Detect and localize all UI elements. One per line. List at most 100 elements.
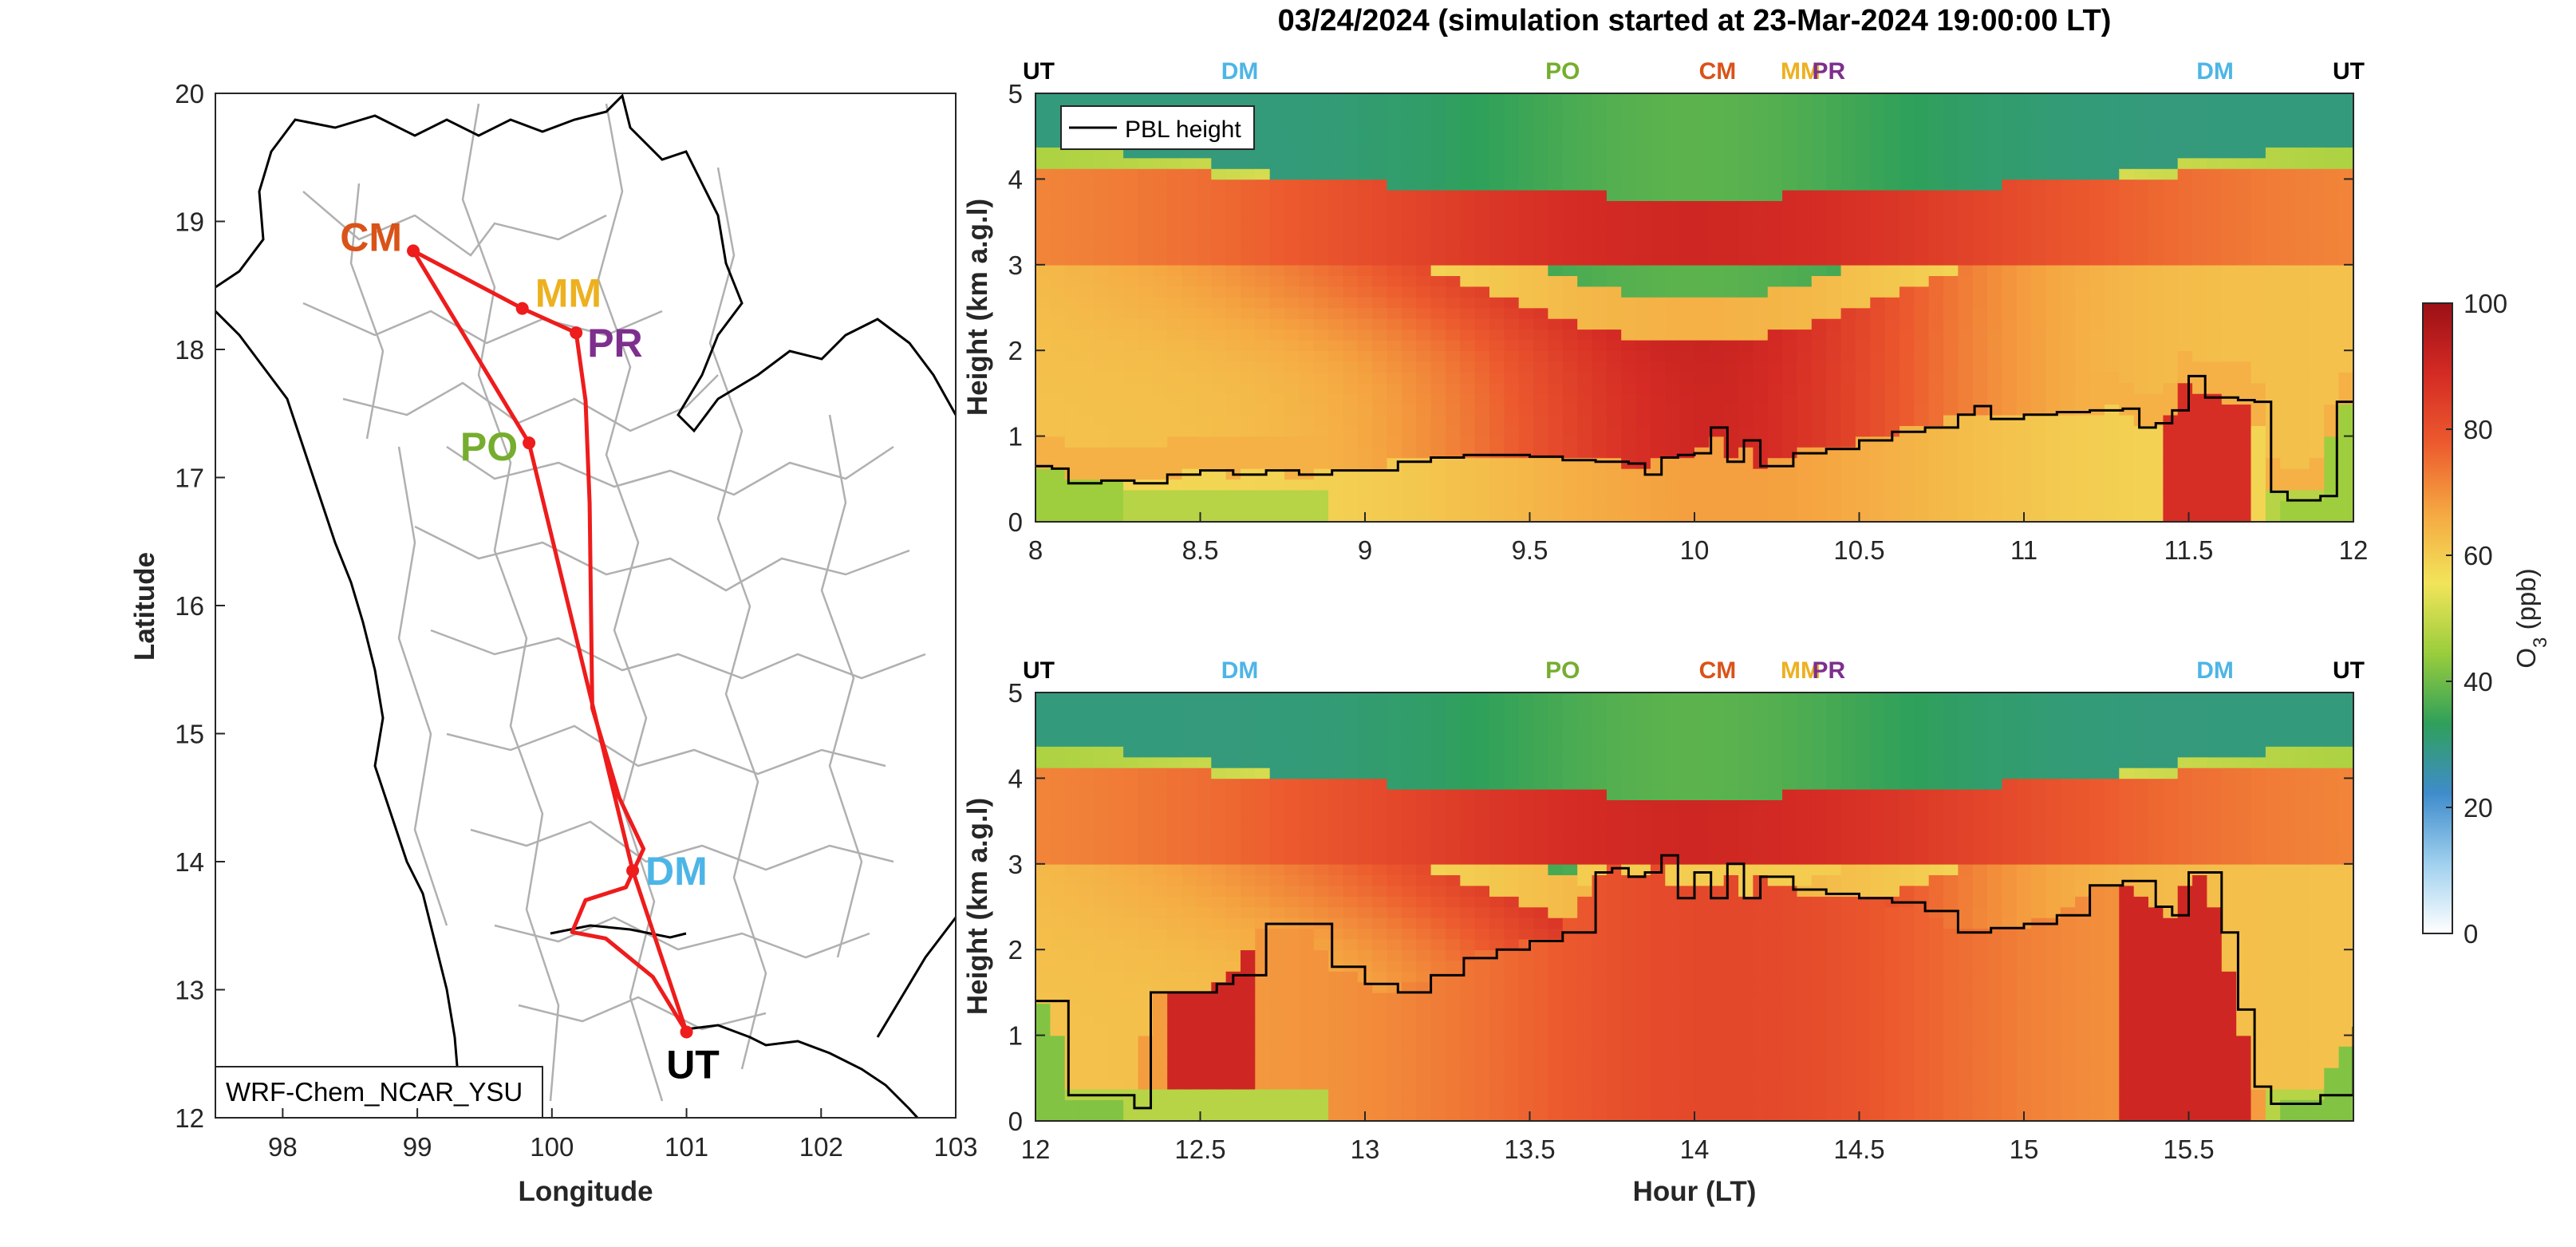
- heatmap-cell: [1211, 511, 1227, 522]
- heatmap-cell: [2148, 254, 2164, 266]
- heatmap-cell: [1460, 1099, 1476, 1111]
- heatmap-cell: [2016, 147, 2032, 159]
- heatmap-cell: [1753, 468, 1769, 480]
- heatmap-cell: [1665, 264, 1681, 276]
- heatmap-cell: [1416, 788, 1432, 800]
- heatmap-cell: [1972, 200, 1988, 212]
- heatmap-cell: [1460, 788, 1476, 800]
- heatmap-cell: [2338, 211, 2353, 223]
- heatmap-cell: [1518, 286, 1534, 298]
- heatmap-cell: [1665, 414, 1681, 426]
- heatmap-cell: [1899, 157, 1915, 169]
- heatmap-cell: [2280, 307, 2296, 319]
- heatmap-cell: [1899, 372, 1915, 384]
- heatmap-cell: [1313, 200, 1329, 212]
- heatmap-cell: [1123, 350, 1139, 362]
- heatmap-cell: [2294, 307, 2310, 319]
- heatmap-cell: [1489, 147, 1505, 159]
- heatmap-cell: [1138, 350, 1154, 362]
- heatmap-cell: [1313, 1067, 1329, 1079]
- heatmap-cell: [2016, 93, 2032, 105]
- heatmap-cell: [1899, 479, 1915, 491]
- heatmap-cell: [1679, 382, 1695, 394]
- map-background: [215, 93, 956, 1118]
- heatmap-cell: [1050, 318, 1066, 330]
- heatmap-cell: [1430, 136, 1446, 148]
- heatmap-cell: [1328, 200, 1344, 212]
- heatmap-cell: [1167, 1046, 1183, 1058]
- heatmap-cell: [2207, 157, 2223, 169]
- heatmap-cell: [1884, 168, 1900, 180]
- heatmap-cell: [1430, 436, 1446, 448]
- heatmap-cell: [1255, 307, 1271, 319]
- heatmap-cell: [1357, 746, 1373, 758]
- heatmap-cell: [2148, 189, 2164, 201]
- heatmap-cell: [2045, 329, 2061, 341]
- heatmap-cell: [1387, 275, 1402, 287]
- heatmap-cell: [2309, 136, 2326, 148]
- heatmap-cell: [1357, 393, 1373, 405]
- heatmap-cell: [2236, 350, 2252, 362]
- heatmap-cell: [1606, 93, 1623, 105]
- heatmap-cell: [2294, 297, 2310, 309]
- heatmap-cell: [1884, 468, 1900, 480]
- heatmap-cell: [1036, 1003, 1051, 1015]
- heatmap-cell: [2060, 425, 2077, 437]
- heatmap-cell: [2075, 318, 2091, 330]
- heatmap-cell: [1518, 339, 1534, 351]
- heatmap-cell: [1446, 329, 1462, 341]
- heatmap-cell: [2148, 232, 2164, 244]
- heatmap-cell: [1036, 1078, 1051, 1090]
- heatmap-cell: [1064, 447, 1080, 459]
- heatmap-cell: [1679, 147, 1695, 159]
- heatmap-cell: [1430, 1110, 1446, 1121]
- heatmap-cell: [2163, 93, 2179, 105]
- heatmap-cell: [1416, 768, 1432, 779]
- heatmap-cell: [1943, 339, 1959, 351]
- heatmap-cell: [1387, 436, 1402, 448]
- heatmap-cell: [1123, 843, 1139, 854]
- heatmap-cell: [1767, 393, 1783, 405]
- heatmap-cell: [1826, 157, 1842, 169]
- heatmap-cell: [2163, 222, 2179, 234]
- heatmap-cell: [1826, 414, 1842, 426]
- heatmap-cell: [1152, 1067, 1168, 1079]
- heatmap-cell: [1533, 136, 1549, 148]
- heatmap-cell: [1313, 992, 1329, 1004]
- heatmap-cell: [2221, 104, 2237, 116]
- heatmap-cell: [1884, 329, 1900, 341]
- heatmap-cell: [1167, 703, 1183, 715]
- heatmap-cell: [1533, 436, 1549, 448]
- heatmap-cell: [1138, 297, 1154, 309]
- heatmap-cell: [2060, 382, 2077, 394]
- heatmap-cell: [2265, 382, 2282, 394]
- heatmap-cell: [2294, 414, 2310, 426]
- heatmap-cell: [1211, 436, 1227, 448]
- heatmap-cell: [1094, 703, 1110, 715]
- heatmap-cell: [1958, 254, 1974, 266]
- heatmap-cell: [1269, 361, 1285, 373]
- heatmap-cell: [1138, 949, 1154, 961]
- heatmap-cell: [1050, 447, 1066, 459]
- heatmap-cell: [1138, 703, 1154, 715]
- heatmap-cell: [2177, 254, 2193, 266]
- heatmap-cell: [1079, 350, 1095, 362]
- heatmap-cell: [1050, 168, 1066, 180]
- heatmap-cell: [1694, 372, 1710, 384]
- heatmap-cell: [1328, 211, 1344, 223]
- heatmap-cell: [1255, 200, 1271, 212]
- heatmap-cell: [1064, 735, 1080, 747]
- heatmap-cell: [1343, 511, 1359, 522]
- heatmap-cell: [1255, 831, 1271, 843]
- heatmap-cell: [2265, 350, 2282, 362]
- heatmap-cell: [1987, 361, 2003, 373]
- heatmap-cell: [1064, 425, 1080, 437]
- heatmap-cell: [1972, 243, 1988, 255]
- heatmap-cell: [1094, 457, 1110, 469]
- heatmap-cell: [1446, 189, 1462, 201]
- heatmap-cell: [1577, 93, 1593, 105]
- heatmap-cell: [1036, 917, 1051, 929]
- heatmap-cell: [1430, 254, 1446, 266]
- heatmap-cell: [1284, 746, 1300, 758]
- heatmap-cell: [1723, 93, 1739, 105]
